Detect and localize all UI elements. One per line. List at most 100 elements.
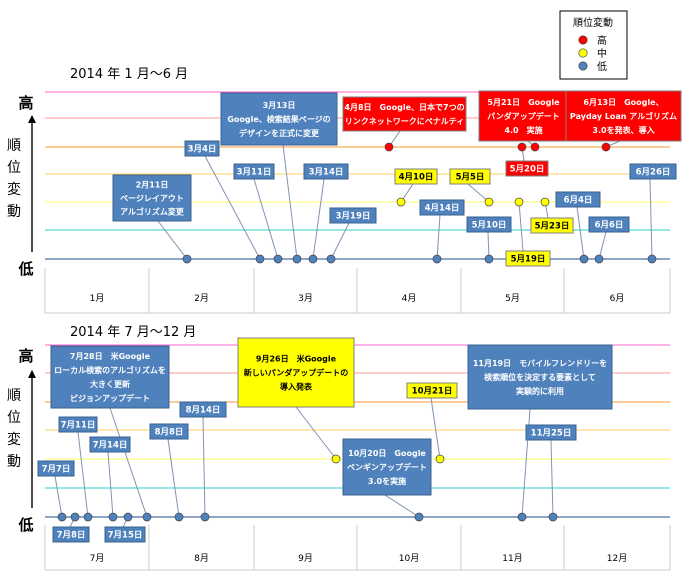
event-leader-line [107,451,114,518]
event-callout: 10月20日 Google ペンギンアップデート 3.0を実施 [342,438,432,496]
event-label-line: 5月20日 [510,165,545,175]
event-label-line: 5月21日 Google [487,98,560,107]
event-leader-line [598,231,607,260]
event-label-line: 4月14日 [425,204,460,214]
event-callout-box [478,90,569,142]
legend-label-2: 低 [597,60,607,73]
month-tick-label: 7月 [90,553,105,564]
event-callout-box [419,199,465,216]
legend-label-1: 中 [597,47,607,60]
event-callout-box [149,423,189,440]
event-callout: 7月28日 米Google ローカル検索のアルゴリズムを大きく更新ピジョンアップデ… [50,345,170,409]
event-marker-low [647,254,657,264]
event-label-line: 7月28日 米Google [70,351,151,361]
event-marker-low [255,254,265,264]
event-callout-box [565,90,682,142]
event-callout-box [50,345,170,409]
event-label-line: Payday Loan アルゴリズム [570,111,677,121]
event-callout: 7月15日 [104,526,146,543]
event-callout-box [588,216,630,233]
event-leader-line [77,431,89,518]
chart-title: 2014 年 7 月～12 月 [70,325,196,340]
event-callout: 5月5日 [449,168,491,185]
event-marker-low [273,254,283,264]
event-callout-box [184,140,220,157]
event-label-line: 6月13日 Google、 [583,98,663,107]
month-tick-label: 12月 [607,553,627,564]
y-high-label: 高 [18,94,33,112]
month-tick-label: 8月 [194,553,209,564]
event-marker-mid [484,197,494,207]
event-callout: 7月11日 [58,416,98,433]
month-tick-label: 6月 [610,293,625,304]
y-axis-label-char: 変 [7,431,21,448]
event-callout-box [342,438,432,496]
event-label-line: リンクネットワークにペナルティ [345,116,465,126]
event-label-line: デザインを正式に変更 [239,128,320,138]
y-axis-label-char: 動 [7,454,21,470]
event-callout-box [342,96,467,132]
event-callout: 7月7日 [37,460,75,477]
event-label-line: 7月14日 [93,441,128,451]
event-label-line: ローカル検索のアルゴリズムを [54,365,166,375]
event-callout-box [220,92,338,146]
event-callout: 3月11日 [233,163,275,180]
event-callout-box [233,163,275,180]
y-axis-arrowhead [28,115,36,123]
event-label-line: 8月14日 [186,406,221,416]
event-label-line: 11月25日 [531,429,572,439]
event-marker-low [579,254,589,264]
y-axis-label-char: 位 [7,160,21,176]
event-label-line: 9月26日 米Google [256,354,337,364]
event-callout: 3月14日 [303,163,349,180]
event-label-line: 6月6日 [595,221,624,231]
event-marker-low [432,254,442,264]
event-leader-line [167,438,180,518]
event-label-line: 4月8日 Google、日本で7つの [344,102,464,112]
event-label-line: 導入発表 [280,382,313,392]
event-callout: 5月20日 [505,160,549,177]
event-label-line: 5月5日 [456,173,485,183]
event-label-line: 3.0を実施 [368,476,406,486]
event-marker-low [182,254,192,264]
event-callout: 7月14日 [89,436,131,453]
event-callout-box [37,460,75,477]
timeline-panel-1: 2014 年 1 月～6 月高低 順位変動 1月 2月 3月 4月 5月 6月 2月11日ページ… [7,67,682,314]
event-leader-line [157,220,188,260]
event-marker-high [530,142,540,152]
event-label-line: 7月8日 [57,531,86,541]
event-label-line: パンダアップデート [487,111,559,121]
event-marker-low [174,512,184,522]
y-axis-label-char: 位 [7,410,21,426]
event-label-line: 5月10日 [472,221,507,231]
event-leader-line [550,439,554,518]
event-label-line: ピジョンアップデート [70,393,150,403]
y-low-label: 低 [17,260,33,278]
event-leader-line [518,201,524,252]
event-marker-low [70,512,80,522]
event-callout: 5月23日 [530,217,574,234]
event-label-line: 3月11日 [237,168,272,178]
event-marker-low [83,512,93,522]
event-callout: 6月26日 [629,163,677,180]
event-marker-low [292,254,302,264]
event-callout-box [104,526,146,543]
legend-frame [559,10,628,80]
event-callout: 6月6日 [588,216,630,233]
y-axis-label-char: 動 [7,204,21,220]
event-callout: 11月25日 [525,424,577,441]
event-callout: 5月10日 [466,216,512,233]
event-marker-high [384,142,394,152]
event-callout-box [449,168,491,185]
event-label-line: 実験的に利用 [516,386,564,396]
month-tick-label: 10月 [399,553,419,564]
event-callout-box [629,163,677,180]
event-marker-mid [396,197,406,207]
event-callout-box [525,424,577,441]
event-label-line: ペンギンアップデート [347,462,427,472]
event-callout: 3月4日 [184,140,220,157]
event-callout-box [530,217,574,234]
event-marker-mid [331,454,341,464]
